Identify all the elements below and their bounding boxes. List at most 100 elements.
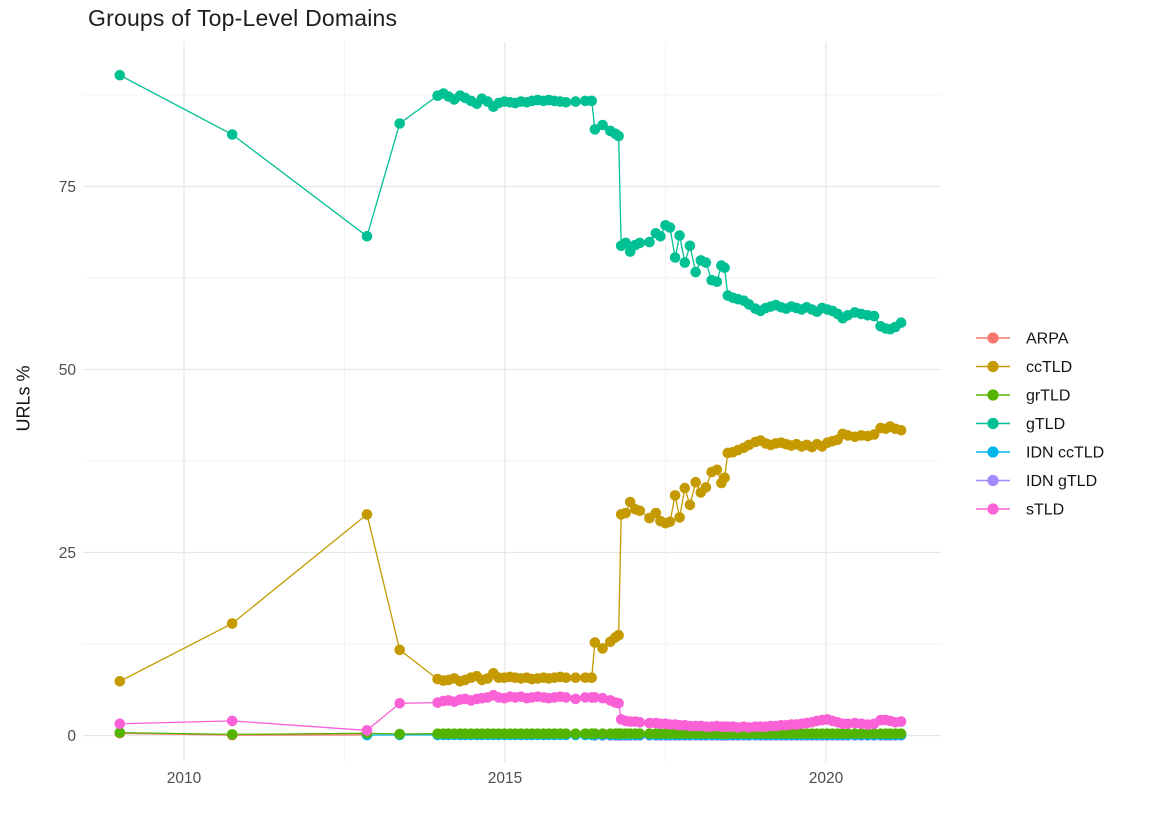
y-tick-label: 25 [59,545,76,562]
series-point-grTLD [634,728,646,739]
series-point-gTLD [711,276,723,288]
series-point-sTLD [570,693,581,705]
series-point-sTLD [895,716,907,727]
series-point-gTLD [669,252,681,263]
series-line-gTLD [119,74,902,330]
series-point-ccTLD [361,509,373,520]
legend-key-dot [987,503,999,515]
series-point-gTLD [655,231,666,242]
legend-label: sTLD [1026,502,1064,519]
legend-label: grTLD [1026,388,1070,405]
series-point-sTLD [394,698,406,709]
series-point-gTLD [684,240,696,252]
series-point-sTLD [114,718,126,730]
series-point-sTLD [634,717,646,728]
series-point-gTLD [613,130,624,142]
series-point-ccTLD [586,672,597,683]
series-point-ccTLD [895,425,907,436]
series-point-gTLD [560,97,572,108]
y-tick-label: 0 [67,728,76,745]
series-point-grTLD [570,728,581,739]
series-point-ccTLD [690,476,701,488]
y-tick-label: 75 [59,179,76,196]
series-point-ccTLD [679,482,691,494]
series-point-ccTLD [684,499,696,511]
series-point-gTLD [597,119,608,131]
series-point-ccTLD [669,490,681,501]
series-point-ccTLD [711,464,723,476]
series-point-ccTLD [719,472,730,484]
y-tick-label: 50 [59,362,77,379]
series-point-ccTLD [613,629,624,641]
legend-item-grTLD: grTLD [976,388,1070,405]
legend-key-dot [987,389,999,401]
series-point-ccTLD [664,516,676,528]
series-point-gTLD [620,237,631,249]
series-point-ccTLD [560,672,572,683]
series-point-sTLD [560,692,572,703]
series-point-grTLD [589,728,601,739]
legend-key-dot [987,332,999,344]
series-point-gTLD [679,257,691,268]
legend-label: IDN gTLD [1026,473,1097,490]
series-line-ccTLD [119,425,902,682]
legend-key-dot [987,446,999,458]
series-point-gTLD [361,231,373,242]
legend-label: ccTLD [1026,359,1072,376]
series-point-gTLD [700,257,712,268]
x-tick-label: 2015 [488,770,522,787]
series-point-grTLD [394,728,406,740]
legend-item-IDN-ccTLD: IDN ccTLD [976,445,1104,462]
series-point-gTLD [394,118,406,129]
series-point-gTLD [690,266,701,278]
series-point-sTLD [226,715,238,727]
series-point-ccTLD [394,644,406,656]
series-point-gTLD [634,237,646,249]
series-point-sTLD [361,725,373,736]
series-point-gTLD [226,129,238,140]
x-tick-label: 2020 [809,770,844,787]
series-point-grTLD [895,728,907,739]
series-point-gTLD [674,230,685,241]
legend-label: IDN ccTLD [1026,445,1104,462]
legend-key-dot [987,360,999,373]
series-point-gTLD [868,310,880,322]
series-point-gTLD [586,95,597,107]
legend-label: ARPA [1026,331,1069,348]
series-point-sTLD [589,692,601,703]
series-point-gTLD [589,124,601,135]
series-point-gTLD [895,317,907,329]
series-point-ccTLD [114,676,126,687]
series-point-gTLD [664,222,676,233]
legend-item-IDN-gTLD: IDN gTLD [976,473,1097,490]
series-point-ccTLD [620,507,631,519]
series-point-ccTLD [650,507,662,519]
series-point-ccTLD [868,429,880,440]
legend-label: gTLD [1026,416,1065,433]
chart-title: Groups of Top-Level Domains [88,5,398,31]
series-point-gTLD [114,69,126,81]
series-point-grTLD [560,728,572,739]
x-tick-label: 2010 [167,770,202,787]
series-point-grTLD [597,728,608,739]
series-point-gTLD [644,236,655,248]
legend-key-dot [987,474,999,487]
series-point-gTLD [570,96,581,107]
series-point-grTLD [114,727,126,738]
legend-item-gTLD: gTLD [976,416,1065,433]
series-point-sTLD [613,698,624,709]
legend-key-dot [987,417,999,430]
legend-item-ccTLD: ccTLD [976,359,1072,376]
series-point-gTLD [719,262,730,274]
series-point-ccTLD [700,482,712,493]
series-point-ccTLD [589,637,601,648]
series-point-ccTLD [597,643,608,654]
legend-item-sTLD: sTLD [976,502,1064,519]
series-point-grTLD [226,729,238,740]
legend-item-ARPA: ARPA [976,331,1069,348]
series-point-ccTLD [634,505,646,517]
series-point-ccTLD [674,512,685,523]
series-point-ccTLD [570,672,581,683]
